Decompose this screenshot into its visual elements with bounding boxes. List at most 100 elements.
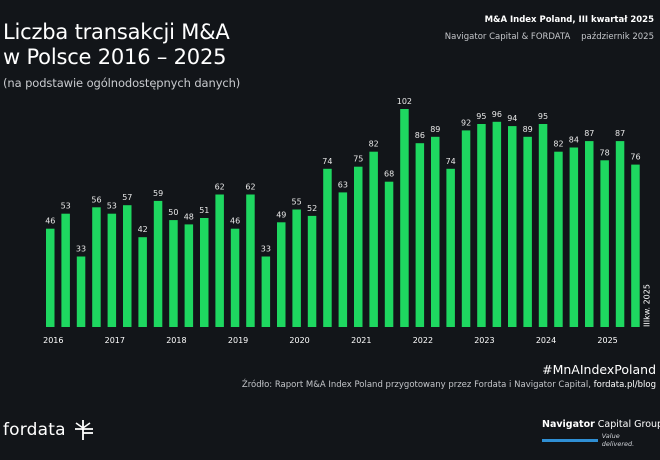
data-label: 42 bbox=[138, 225, 148, 234]
bar-q4-2020 bbox=[338, 192, 348, 327]
data-label: 82 bbox=[369, 140, 379, 149]
source-note: Źródło: Raport M&A Index Poland przygoto… bbox=[242, 380, 656, 390]
bar-q2-2023 bbox=[492, 121, 502, 327]
data-label: 76 bbox=[630, 153, 640, 162]
bar-q3-2016 bbox=[76, 256, 86, 327]
data-label: 74 bbox=[446, 157, 456, 166]
data-label: 95 bbox=[476, 112, 486, 121]
fordata-logo-text: fordata bbox=[3, 420, 66, 440]
data-label: 68 bbox=[384, 170, 394, 179]
x-tick-label: 2018 bbox=[166, 336, 186, 345]
data-label: 84 bbox=[569, 136, 579, 145]
bar-q1-2019 bbox=[230, 228, 240, 327]
bar-q3-2022 bbox=[446, 168, 455, 327]
x-tick-label: 2017 bbox=[105, 336, 125, 345]
chart-subtitle: (na podstawie ogólnodostępnych danych) bbox=[3, 76, 241, 90]
data-label: 96 bbox=[492, 110, 502, 119]
bar-q3-2021 bbox=[384, 181, 394, 327]
bar-q2-2025 bbox=[615, 141, 625, 327]
report-authors: Navigator Capital & FORDATA bbox=[444, 32, 571, 42]
data-label: 53 bbox=[107, 202, 117, 211]
bar-q2-2016 bbox=[61, 213, 70, 327]
bar-q4-2021 bbox=[400, 109, 409, 327]
data-label: 95 bbox=[538, 112, 548, 121]
data-label: 102 bbox=[397, 97, 412, 106]
report-title: M&A Index Poland, III kwartał 2025 bbox=[484, 15, 654, 25]
chart-title-line2: w Polsce 2016 – 2025 bbox=[3, 45, 227, 69]
bar-q4-2022 bbox=[461, 130, 471, 327]
data-label: 78 bbox=[600, 148, 610, 157]
data-label: 46 bbox=[230, 217, 240, 226]
data-label: 62 bbox=[245, 183, 255, 192]
navigator-capital-logo: Navigator Capital Group® Value delivered… bbox=[542, 419, 660, 449]
data-label: 62 bbox=[215, 183, 225, 192]
bar-q4-2017 bbox=[153, 200, 163, 327]
data-label: 33 bbox=[76, 245, 86, 254]
data-label: 92 bbox=[461, 118, 471, 127]
data-label: 59 bbox=[153, 189, 163, 198]
data-label: 89 bbox=[430, 125, 440, 134]
x-tick-label: 2021 bbox=[351, 336, 371, 345]
data-label: 56 bbox=[91, 195, 101, 204]
fordata-logo: fordata bbox=[3, 419, 94, 441]
data-label: 89 bbox=[523, 125, 533, 134]
source-text: Źródło: Raport M&A Index Poland przygoto… bbox=[241, 380, 594, 390]
bar-q2-2024 bbox=[554, 151, 563, 327]
data-label: 50 bbox=[168, 208, 178, 217]
data-label: 74 bbox=[322, 157, 332, 166]
data-label: 63 bbox=[338, 180, 348, 189]
data-label: 52 bbox=[307, 204, 317, 213]
bar-q2-2020 bbox=[307, 215, 317, 327]
data-label: 87 bbox=[615, 129, 625, 138]
fordata-mark-icon bbox=[74, 420, 93, 440]
bar-q1-2024 bbox=[538, 124, 548, 327]
bar-q3-2019 bbox=[261, 256, 271, 327]
x-tick-label: 2022 bbox=[413, 336, 433, 345]
last-bar-annotation: IIIkw. 2025 bbox=[643, 284, 652, 327]
bar-q1-2022 bbox=[415, 143, 425, 327]
data-label: 46 bbox=[45, 217, 55, 226]
x-tick-label: 2024 bbox=[536, 336, 556, 345]
bar-q4-2016 bbox=[92, 207, 101, 327]
bar-q4-2024 bbox=[585, 141, 594, 327]
bar-q3-2017 bbox=[138, 237, 147, 327]
bar-q3-2023 bbox=[508, 126, 517, 327]
data-label: 82 bbox=[553, 140, 563, 149]
x-tick-label: 2023 bbox=[474, 336, 494, 345]
data-label: 53 bbox=[61, 202, 71, 211]
bar-q2-2019 bbox=[246, 194, 255, 327]
navigator-logo-bar bbox=[542, 438, 598, 442]
bar-q1-2016 bbox=[46, 228, 55, 327]
bar-q1-2018 bbox=[169, 220, 178, 327]
data-label: 51 bbox=[199, 206, 209, 215]
bar-q3-2018 bbox=[200, 218, 209, 327]
navigator-tagline: Value delivered. bbox=[601, 432, 635, 449]
bar-q2-2017 bbox=[123, 205, 132, 327]
bar-chart: 46 53 33 56 53 57 42 59 50 48 51 62 46 62 33 49 55 52 74 63… bbox=[43, 97, 652, 345]
x-tick-label: 2020 bbox=[289, 336, 309, 345]
data-label: 87 bbox=[584, 129, 594, 138]
data-label: 75 bbox=[353, 155, 363, 164]
bar-q4-2023 bbox=[523, 136, 532, 327]
bar-q2-2021 bbox=[369, 151, 378, 327]
bar-q1-2023 bbox=[477, 124, 486, 327]
bar-q3-2025 bbox=[631, 164, 640, 327]
data-label: 57 bbox=[122, 193, 132, 202]
navigator-logo-name: Navigator Capital Group® bbox=[542, 419, 660, 431]
bar-q3-2024 bbox=[569, 147, 579, 327]
report-date: październik 2025 bbox=[581, 32, 654, 42]
data-label: 86 bbox=[415, 131, 425, 140]
bar-q2-2018 bbox=[184, 224, 194, 327]
x-tick-label: 2025 bbox=[597, 336, 617, 345]
x-tick-label: 2019 bbox=[228, 336, 248, 345]
data-label: 48 bbox=[184, 212, 194, 221]
data-label: 55 bbox=[292, 198, 302, 207]
bar-q1-2021 bbox=[354, 166, 363, 327]
x-tick-label: 2016 bbox=[43, 336, 63, 345]
data-label: 49 bbox=[276, 210, 286, 219]
data-label: 94 bbox=[507, 114, 517, 123]
bar-q1-2017 bbox=[107, 213, 117, 327]
bar-q4-2019 bbox=[277, 222, 286, 327]
source-link[interactable]: fordata.pl/blog bbox=[593, 380, 656, 390]
bar-q3-2020 bbox=[323, 168, 332, 327]
